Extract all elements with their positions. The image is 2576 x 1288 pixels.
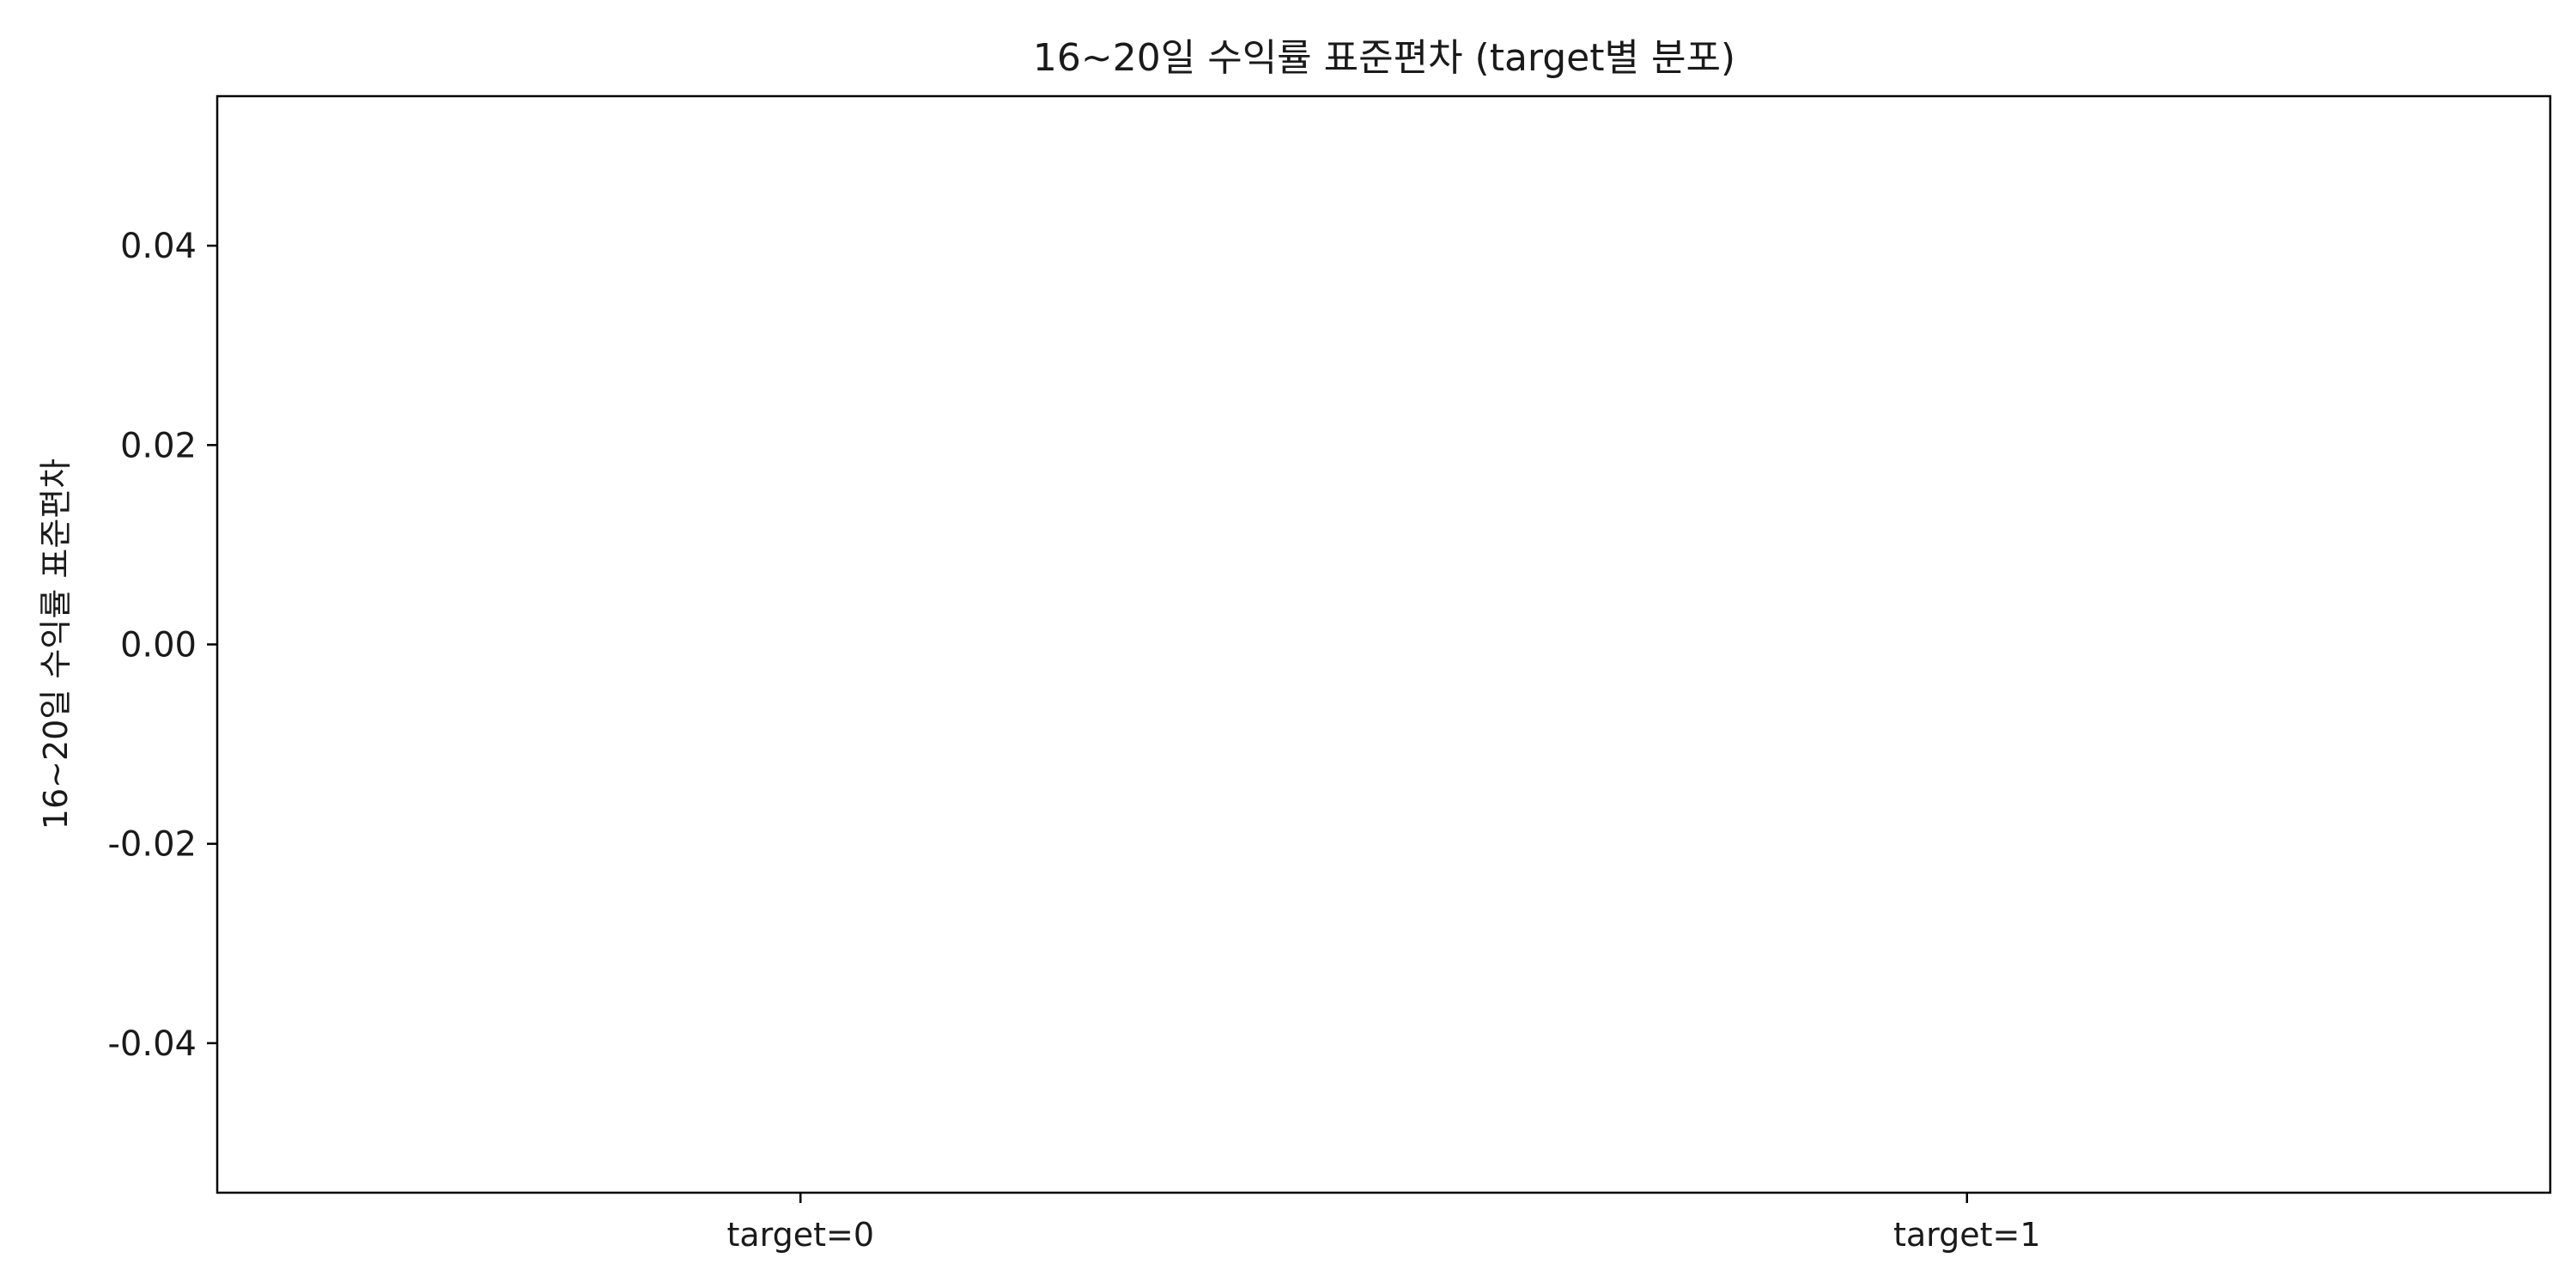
y-tick-label: 0.00	[120, 626, 197, 665]
y-tick-label: -0.02	[108, 825, 197, 865]
x-tick-label: target=1	[1893, 1216, 2041, 1254]
y-axis: 0.04 0.02 0.00 -0.02 -0.04	[108, 227, 217, 1064]
y-tick-label: -0.04	[108, 1024, 197, 1064]
chart-title: 16~20일 수익률 표준편차 (target별 분포)	[1033, 36, 1735, 80]
y-tick-label: 0.02	[120, 426, 197, 465]
x-axis: target=0 target=1	[726, 1193, 2041, 1254]
y-tick-label: 0.04	[120, 227, 197, 266]
x-tick-label: target=0	[726, 1216, 874, 1254]
y-axis-label: 16~20일 수익률 표준편차	[37, 459, 75, 829]
